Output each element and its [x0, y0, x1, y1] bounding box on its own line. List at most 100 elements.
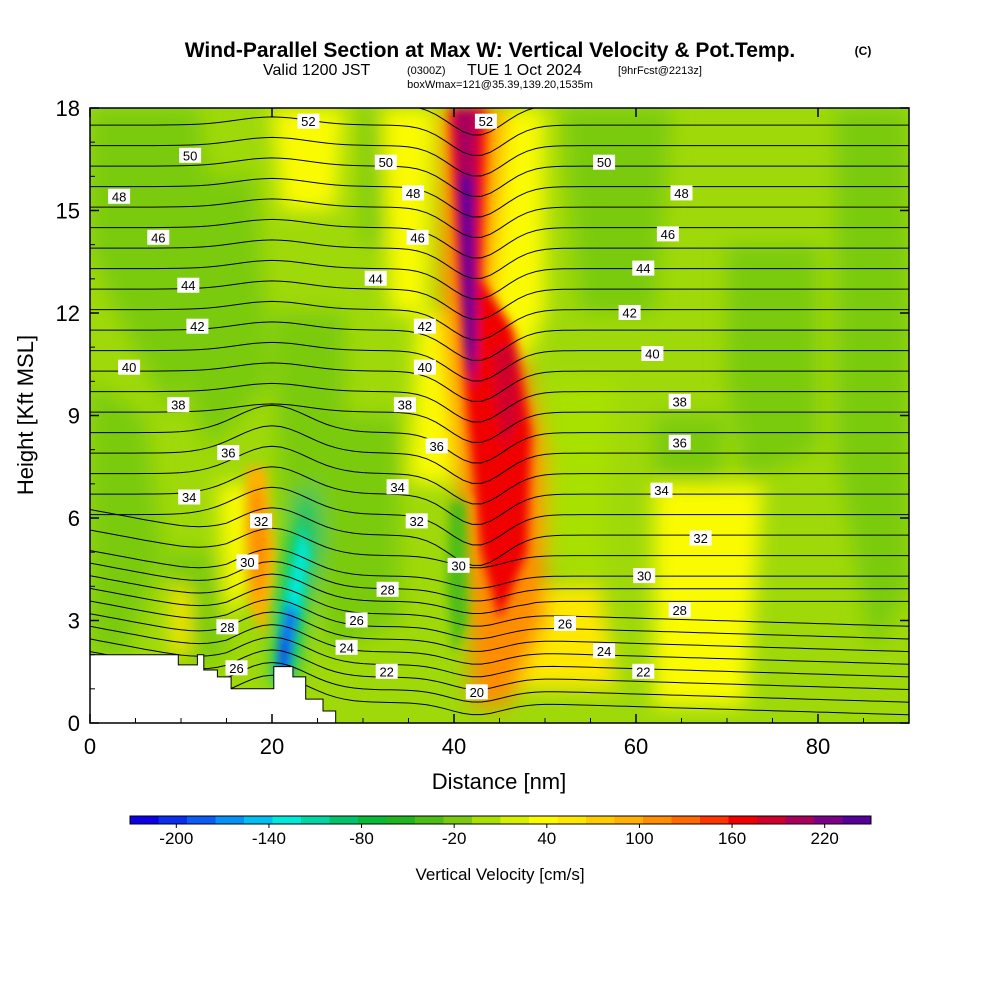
theta-label: 28	[216, 619, 239, 635]
theta-contour	[90, 177, 909, 218]
theta-label-box	[474, 113, 497, 129]
theta-label-box	[386, 479, 409, 495]
field-region	[727, 244, 818, 484]
theta-label: 24	[335, 639, 358, 655]
theta-label-box	[108, 188, 131, 204]
theta-label-box	[668, 602, 691, 618]
theta-contour	[90, 445, 909, 505]
theta-label-box	[345, 612, 368, 628]
colorbar-swatch	[358, 816, 387, 824]
theta-label-box	[364, 270, 387, 286]
theta-label: 32	[250, 513, 273, 529]
theta-label-text: 22	[636, 664, 650, 679]
theta-label-text: 24	[597, 644, 611, 659]
theta-label-box	[633, 568, 656, 584]
colorbar-swatch	[757, 816, 786, 824]
colorbar-tick-label: 100	[625, 829, 653, 848]
theta-label: 48	[402, 185, 425, 201]
colorbar-title: Vertical Velocity [cm/s]	[415, 865, 584, 884]
colorbar-swatch	[557, 816, 587, 824]
colorbar-swatch	[130, 816, 159, 824]
theta-label: 36	[217, 445, 240, 461]
colorbar-tick-label: -140	[252, 829, 286, 848]
theta-contour	[90, 116, 909, 156]
theta-label-text: 40	[122, 360, 136, 375]
theta-label-text: 52	[301, 114, 315, 129]
theta-label-text: 38	[171, 398, 185, 413]
theta-label-box	[593, 643, 616, 659]
theta-label: 30	[633, 568, 656, 584]
valid-date: TUE 1 Oct 2024	[467, 62, 582, 79]
colorbar-swatch	[700, 816, 729, 824]
field-region	[458, 176, 476, 389]
colorbar-tick-label: 40	[537, 829, 556, 848]
theta-contour	[90, 598, 909, 640]
x-tick-label: 20	[260, 734, 284, 759]
colorbar-swatch	[272, 816, 302, 824]
theta-label-box	[217, 445, 240, 461]
theta-label-text: 44	[181, 278, 195, 293]
theta-label-text: 46	[151, 230, 165, 245]
colorbar-swatch	[586, 816, 615, 824]
theta-label-box	[656, 226, 679, 242]
theta-contour-labels: 52 52 50 50 50 48 48 48 46 46 46 44 44 44 42 42 42 40 40 40…	[108, 113, 712, 700]
theta-label: 46	[147, 229, 170, 245]
forecast-info: [9hrFcst@2213z]	[618, 65, 702, 77]
theta-label: 48	[108, 188, 131, 204]
theta-label-text: 28	[380, 582, 394, 597]
theta-label: 50	[593, 154, 616, 170]
field-region	[217, 483, 254, 621]
colorbar-swatch	[671, 816, 701, 824]
theta-contour	[90, 624, 909, 665]
theta-contour	[90, 527, 909, 569]
valid-utc: (0300Z)	[407, 65, 446, 77]
colorbar-swatch	[443, 816, 473, 824]
valid-time-line: Valid 1200 JST (0300Z) TUE 1 Oct 2024 [9…	[263, 62, 702, 79]
theta-label-text: 22	[379, 664, 393, 679]
theta-label-box	[632, 260, 655, 276]
theta-label: 44	[177, 277, 200, 293]
theta-label-box	[186, 318, 209, 334]
theta-label-text: 28	[672, 603, 686, 618]
theta-contour	[90, 425, 909, 484]
theta-label-box	[375, 663, 398, 679]
theta-contour	[90, 198, 909, 238]
valid-prefix: Valid 1200 JST	[263, 62, 371, 79]
theta-label: 28	[668, 602, 691, 618]
theta-label: 24	[593, 643, 616, 659]
y-tick-label: 6	[68, 506, 80, 531]
theta-label-box	[118, 359, 141, 375]
theta-contour	[90, 560, 909, 602]
field-region	[162, 176, 272, 450]
theta-label-text: 46	[661, 227, 675, 242]
theta-label-box	[147, 229, 170, 245]
theta-label-box	[167, 397, 190, 413]
theta-contour	[90, 507, 909, 566]
theta-label-text: 44	[636, 261, 650, 276]
colorbar-swatch	[472, 816, 501, 824]
theta-contours	[90, 108, 909, 716]
theta-label-text: 42	[622, 306, 636, 321]
theta-contour	[90, 136, 909, 177]
y-tick-label: 0	[68, 711, 80, 736]
field-region	[563, 108, 673, 313]
theta-label-box	[179, 147, 202, 163]
theta-label-text: 30	[637, 569, 651, 584]
theta-label: 50	[179, 147, 202, 163]
theta-label-box	[393, 397, 416, 413]
theta-label-text: 24	[339, 640, 353, 655]
colorbar-swatch	[215, 816, 245, 824]
theta-label: 42	[618, 305, 641, 321]
theta-label-text: 42	[190, 319, 204, 334]
theta-label: 32	[689, 530, 712, 546]
theta-label: 32	[405, 513, 428, 529]
theta-label-box	[225, 660, 248, 676]
theta-contour	[90, 300, 909, 341]
theta-label-box	[425, 438, 448, 454]
plot-area: 52 52 50 50 50 48 48 48 46 46 46 44 44 44 42 42 42 40 40 40…	[90, 108, 909, 723]
x-tick-label: 0	[84, 734, 96, 759]
theta-contour	[90, 573, 909, 614]
theta-label: 42	[413, 318, 436, 334]
theta-label-box	[689, 530, 712, 546]
